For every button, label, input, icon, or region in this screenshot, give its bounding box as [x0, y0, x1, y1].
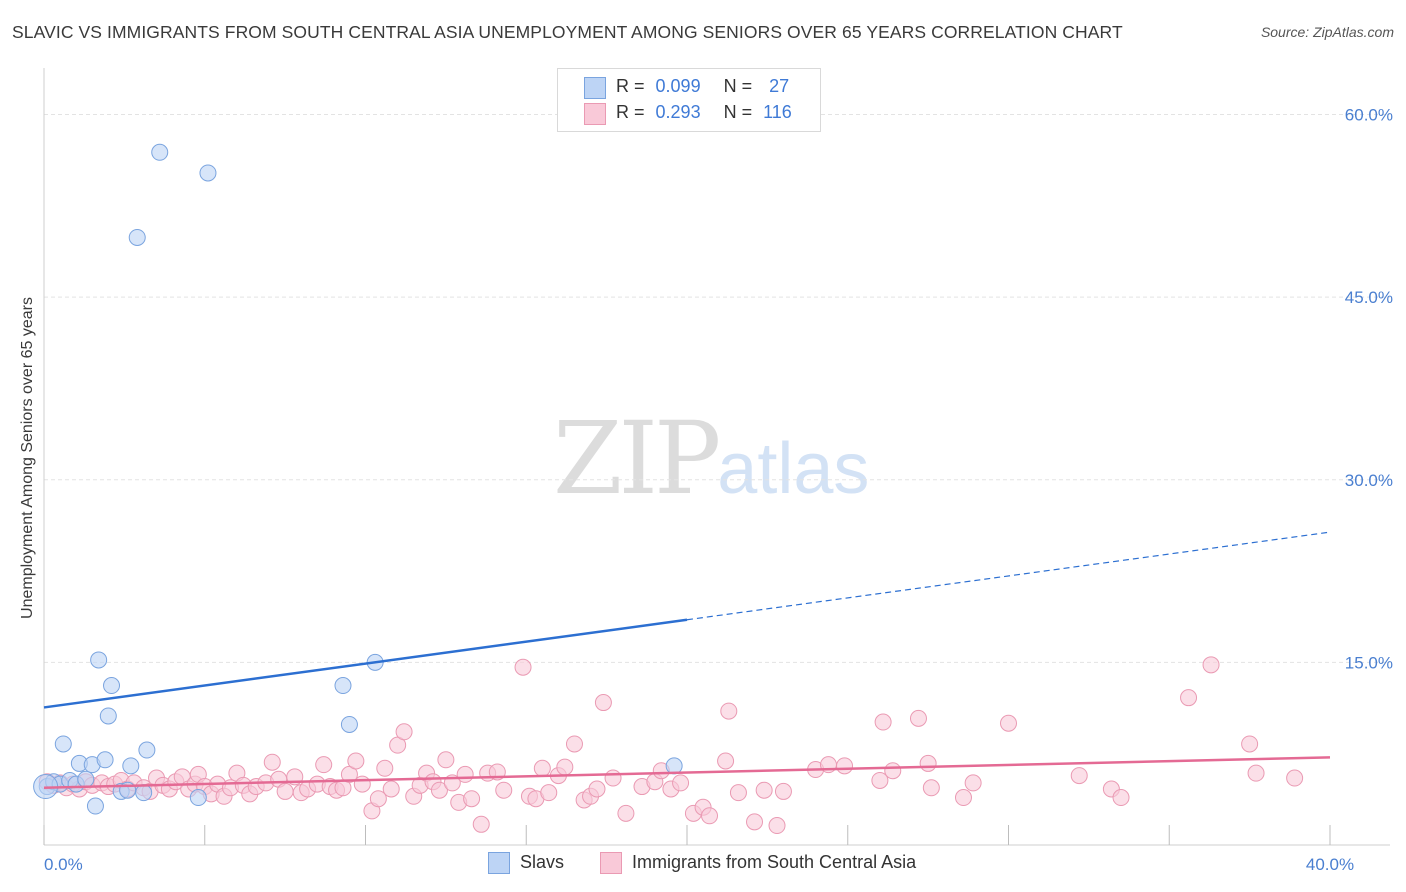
y-tick-label: 45.0%: [1345, 288, 1393, 307]
immigrants-point: [556, 758, 574, 776]
immigrants-point: [353, 775, 371, 793]
immigrants-point: [884, 762, 902, 780]
legend-swatch-immigrants: [584, 103, 606, 125]
bottom-legend-slavs: Slavs: [488, 852, 564, 876]
immigrants-point: [617, 804, 635, 822]
immigrants-point: [717, 752, 735, 770]
immigrants-point: [533, 759, 551, 777]
legend-n-label: N =: [723, 102, 753, 122]
immigrants-point: [437, 751, 455, 769]
y-tick-label: 60.0%: [1345, 106, 1393, 125]
immigrants-point: [263, 753, 281, 771]
slavs-point: [128, 228, 146, 246]
immigrants-point: [729, 784, 747, 802]
slavs-point: [86, 797, 104, 815]
bottom-legend-immigrants: Immigrants from South Central Asia: [600, 852, 916, 876]
slavs-point: [189, 789, 207, 807]
immigrants-point: [701, 807, 719, 825]
slavs-point: [90, 651, 108, 669]
immigrants-point: [1070, 767, 1088, 785]
immigrants-point: [540, 784, 558, 802]
immigrants-point: [1241, 735, 1259, 753]
bottom-legend-swatch-slavs: [488, 852, 510, 875]
legend-n-label: N =: [723, 76, 753, 96]
legend-r-value: 0.099: [655, 76, 701, 96]
immigrants-point: [1000, 714, 1017, 732]
slavs-point: [334, 677, 352, 695]
immigrants-point: [456, 765, 474, 783]
slavs-point: [103, 677, 121, 695]
immigrants-point: [755, 781, 773, 799]
slavs-trendline: [43, 618, 688, 709]
immigrants-point: [369, 790, 387, 808]
slavs-point: [340, 715, 358, 733]
watermark-zip: ZIP: [553, 400, 721, 517]
immigrants-point: [347, 752, 365, 770]
immigrants-point: [954, 789, 972, 807]
immigrants-point: [472, 815, 490, 833]
immigrants-point: [495, 781, 513, 799]
slavs-trendline-projection: [686, 531, 1331, 621]
correlation-legend: R = 0.099 N = 27 R = 0.293 N = 116: [557, 68, 821, 132]
immigrants-point: [594, 694, 612, 712]
slavs-point: [135, 784, 153, 802]
immigrants-point: [672, 774, 690, 792]
immigrants-point: [768, 817, 786, 835]
immigrants-point: [588, 780, 606, 798]
immigrants-point: [565, 735, 583, 753]
slavs-point: [54, 735, 72, 753]
x-tick-label: 40.0%: [1306, 855, 1354, 874]
immigrants-point: [874, 713, 892, 731]
immigrants-point: [746, 813, 764, 831]
slavs-point: [122, 757, 140, 775]
immigrants-point: [871, 771, 889, 789]
immigrants-trendline: [43, 756, 1331, 790]
immigrants-point: [604, 769, 622, 787]
immigrants-point: [1202, 656, 1220, 674]
legend-n-value: 27: [769, 76, 790, 96]
immigrants-point: [919, 754, 937, 772]
zipatlas-watermark: ZIPatlas: [553, 400, 869, 517]
immigrants-point: [315, 756, 333, 774]
immigrants-point: [1247, 764, 1265, 782]
slavs-point: [138, 741, 156, 759]
immigrants-point: [774, 782, 792, 800]
immigrants-point: [1112, 789, 1130, 807]
immigrants-point: [720, 702, 738, 720]
immigrants-point: [964, 774, 982, 792]
immigrants-point: [463, 790, 481, 808]
immigrants-point: [909, 709, 927, 727]
immigrants-point: [1286, 769, 1304, 787]
chart-title: SLAVIC VS IMMIGRANTS FROM SOUTH CENTRAL …: [12, 22, 1123, 42]
immigrants-point: [1180, 689, 1198, 707]
immigrants-point: [430, 781, 448, 799]
immigrants-point: [514, 658, 532, 676]
immigrants-point: [395, 723, 413, 741]
slavs-point: [199, 164, 217, 182]
slavs-point: [96, 751, 114, 769]
x-tick-label: 0.0%: [44, 855, 83, 874]
y-tick-label: 15.0%: [1345, 653, 1393, 672]
source-label: Source: ZipAtlas.com: [1260, 24, 1394, 40]
immigrants-point: [376, 759, 394, 777]
watermark-atlas: atlas: [717, 429, 870, 509]
legend-swatch-slavs: [584, 77, 606, 99]
slavs-point: [151, 143, 169, 161]
legend-r-label: R =: [616, 102, 645, 122]
bottom-legend-label-slavs: Slavs: [520, 852, 565, 872]
slavs-point: [99, 707, 117, 725]
immigrants-point: [922, 779, 940, 797]
bottom-legend-swatch-immigrants: [600, 852, 622, 875]
legend-r-value: 0.293: [655, 102, 701, 122]
bottom-legend-label-immigrants: Immigrants from South Central Asia: [632, 852, 917, 872]
y-tick-label: 30.0%: [1345, 471, 1393, 490]
slavs-point: [77, 770, 95, 788]
legend-r-label: R =: [616, 76, 645, 96]
immigrants-point: [836, 757, 854, 775]
immigrants-point: [382, 780, 400, 798]
immigrants-point: [276, 782, 294, 800]
slavs-point: [665, 757, 683, 775]
legend-n-value: 116: [763, 102, 792, 122]
